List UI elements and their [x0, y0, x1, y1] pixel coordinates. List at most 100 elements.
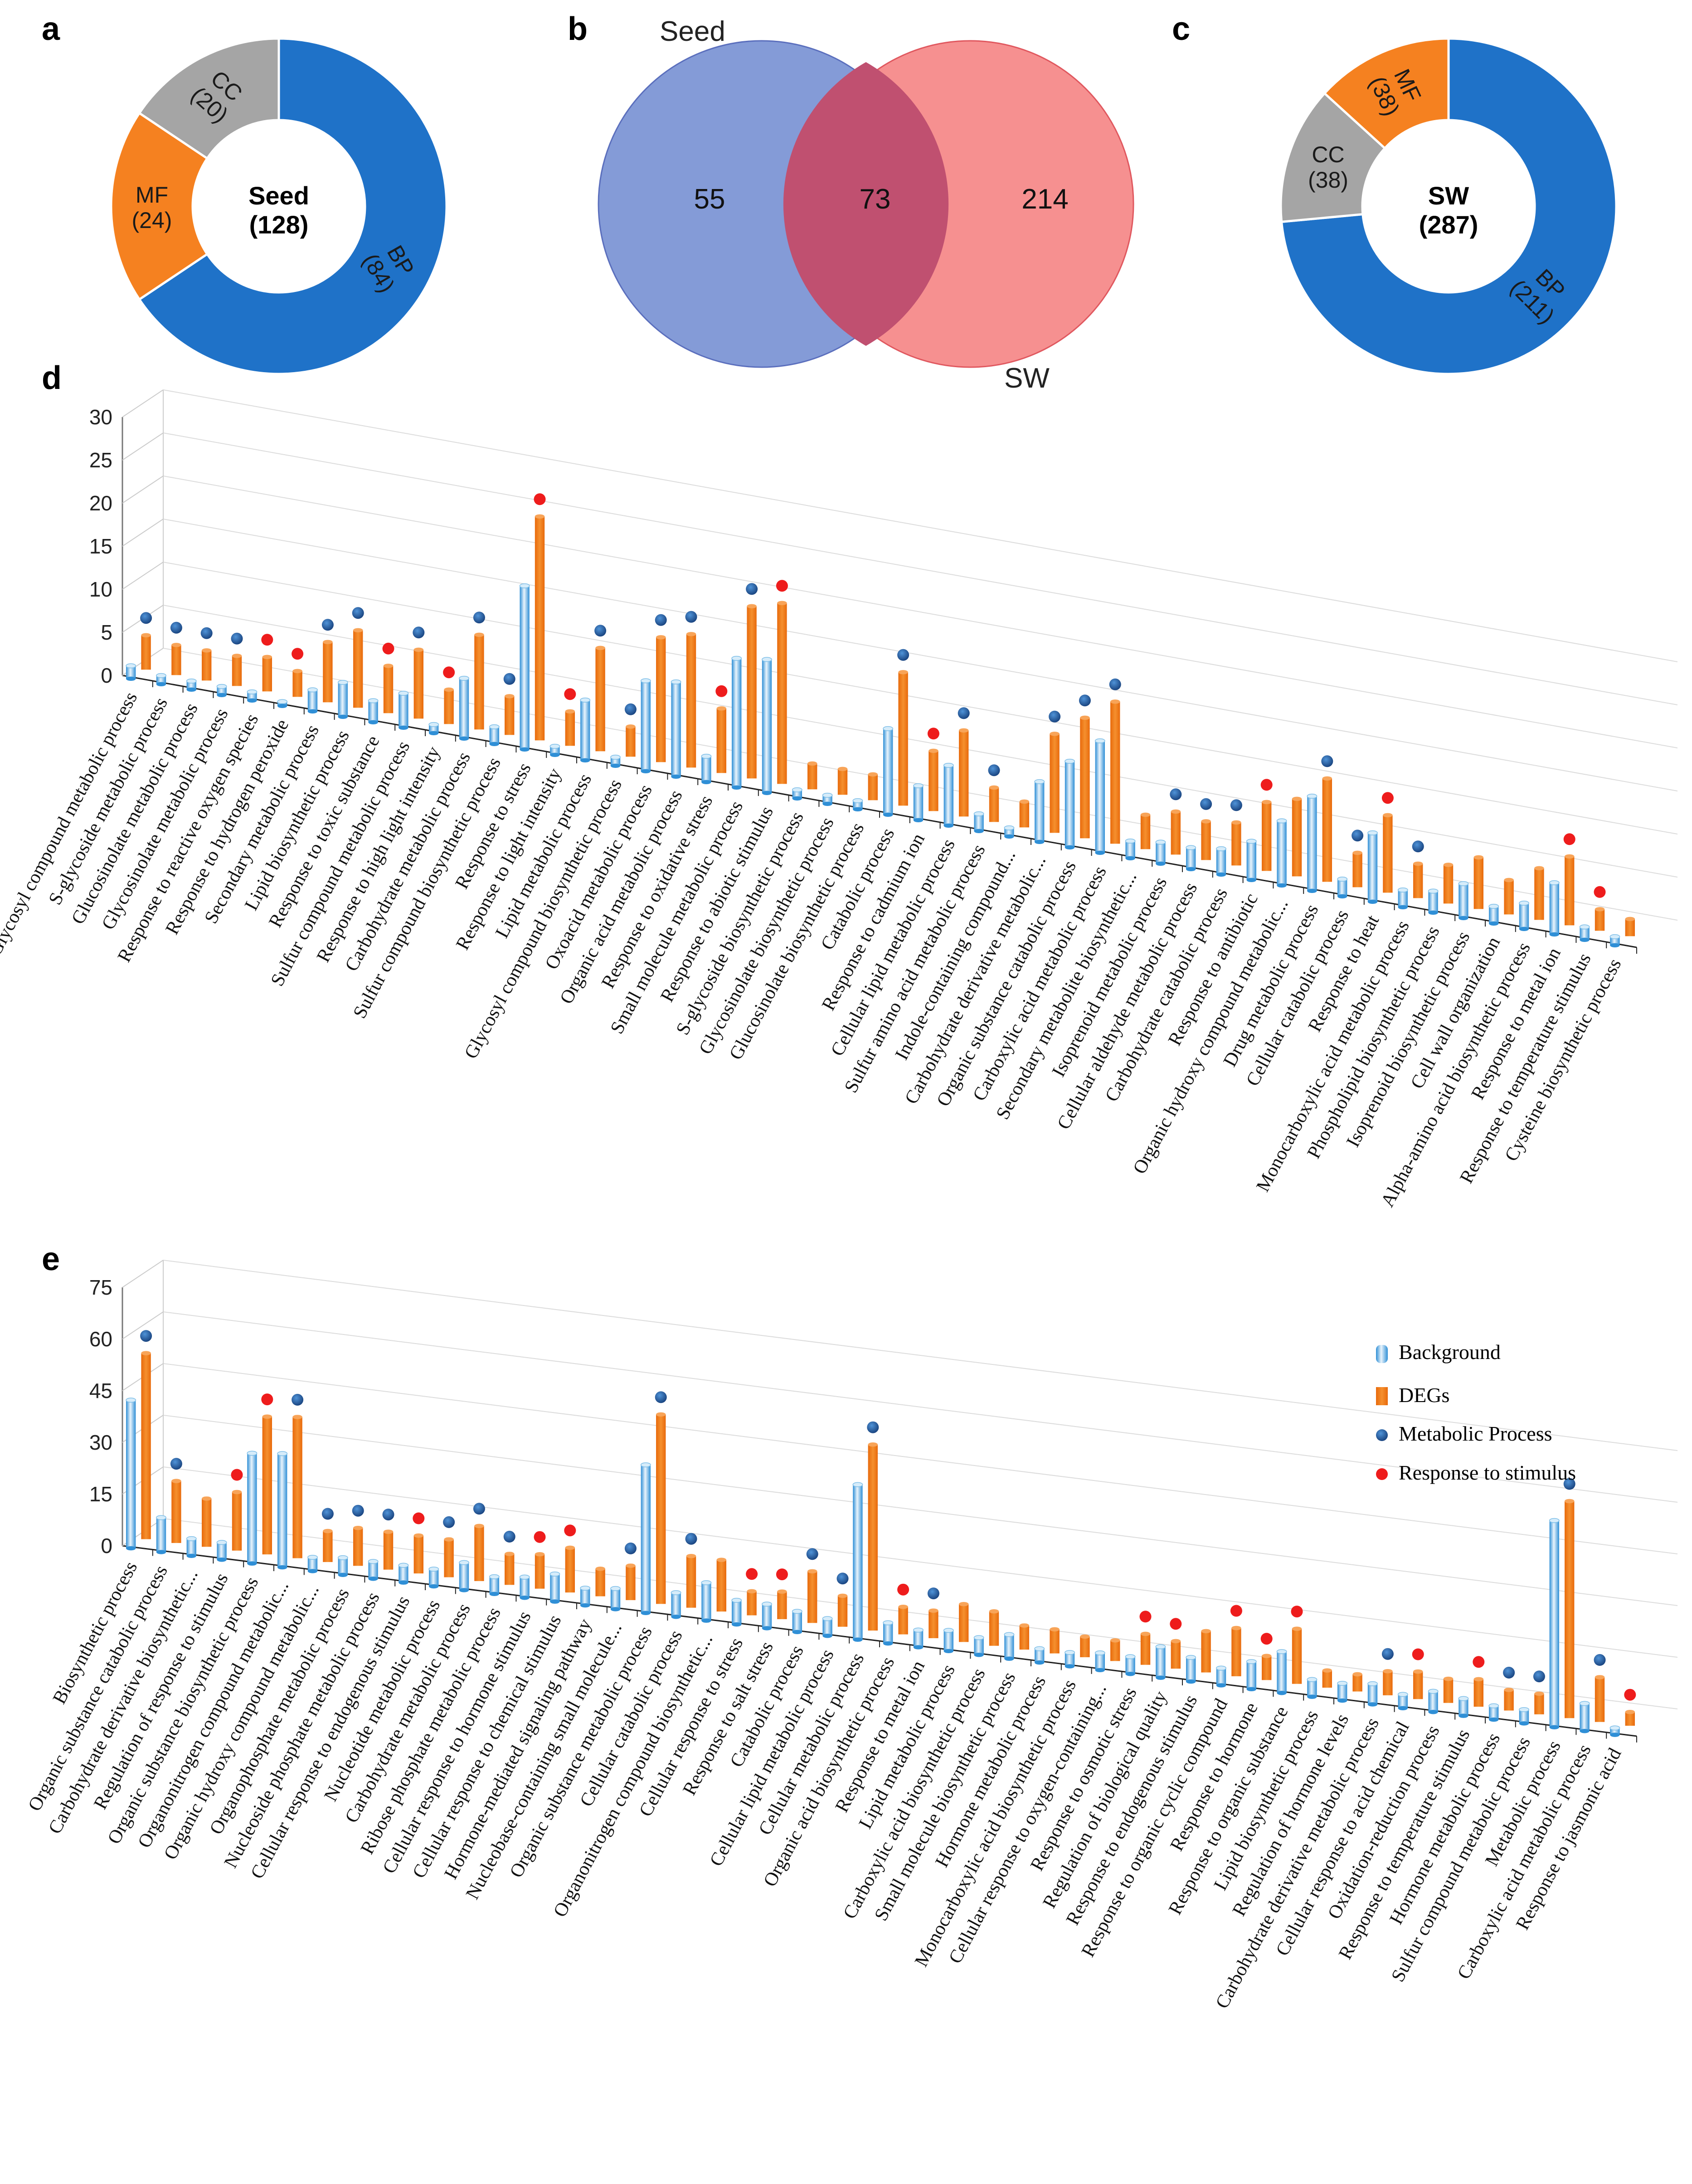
- legend-label-degs: DEGs: [1399, 1383, 1449, 1407]
- bar-background: [1125, 1656, 1135, 1674]
- bar-background-base: [550, 1599, 560, 1604]
- bar-degs-top: [1292, 796, 1302, 801]
- bar-background-base: [338, 714, 348, 719]
- bar-degs: [1504, 1689, 1514, 1711]
- bar-background-base: [822, 1634, 832, 1638]
- bar-degs: [989, 787, 999, 822]
- bar-background-top: [792, 1609, 802, 1614]
- bar-background: [307, 1557, 318, 1571]
- bar-degs-top: [413, 647, 423, 652]
- bar-background: [217, 1542, 227, 1560]
- bar-degs: [1231, 822, 1241, 866]
- marker-metabolic-process: [1200, 798, 1212, 810]
- bar-degs: [1352, 1674, 1362, 1692]
- bar-background-base: [1398, 1706, 1408, 1711]
- bar-degs-top: [1352, 850, 1362, 855]
- bar-degs: [868, 774, 878, 801]
- bar-background: [489, 727, 499, 744]
- bar-degs: [1322, 1670, 1332, 1688]
- bar-background: [1277, 820, 1287, 886]
- marker-metabolic-process: [806, 1548, 818, 1560]
- grid-line: [163, 389, 1678, 662]
- marker-response-to-stimulus: [534, 493, 546, 505]
- bar-degs-top: [929, 748, 938, 753]
- marker-metabolic-process: [140, 612, 152, 624]
- bar-background-base: [186, 1553, 196, 1558]
- venn-label-seed: Seed: [660, 16, 725, 47]
- venn-diagram: Seed SW 55 73 214: [598, 16, 1134, 394]
- bar-background-top: [822, 1616, 833, 1621]
- bar-degs-top: [1565, 1499, 1575, 1504]
- bar-background: [1065, 1652, 1075, 1666]
- marker-response-to-stimulus: [564, 1524, 576, 1537]
- marker-metabolic-process: [413, 626, 425, 639]
- bar-degs-top: [505, 694, 515, 699]
- bar-background-base: [1367, 899, 1378, 904]
- bar-background-base: [762, 1626, 772, 1631]
- bar-background-top: [883, 726, 894, 731]
- bar-background-top: [1609, 1725, 1620, 1731]
- bar-background-top: [1519, 900, 1529, 906]
- bar-background-base: [1610, 1733, 1620, 1737]
- bar-background-base: [1246, 878, 1256, 883]
- bar-background: [459, 1563, 469, 1590]
- marker-response-to-stimulus: [776, 580, 788, 592]
- bar-background: [762, 1604, 772, 1628]
- y-tick-label: 5: [101, 621, 112, 644]
- bar-degs-top: [1504, 1688, 1514, 1692]
- bar-background: [338, 1558, 348, 1575]
- marker-metabolic-process: [352, 607, 364, 619]
- bar-background: [1307, 1679, 1317, 1697]
- bar-degs: [716, 1560, 726, 1612]
- bar-background: [974, 814, 984, 831]
- bar-background-base: [974, 829, 984, 834]
- bar-background: [1277, 1651, 1287, 1693]
- bar-degs-top: [535, 1552, 545, 1557]
- bar-degs-top: [1262, 800, 1272, 804]
- bar-background-base: [580, 758, 590, 763]
- legend: Background DEGs Metabolic Process Respon…: [1376, 1340, 1576, 1484]
- bar-degs-top: [1473, 855, 1483, 859]
- donut-slice-bp: [1280, 37, 1618, 375]
- bar-background: [641, 1465, 651, 1613]
- marker-response-to-stimulus: [746, 1568, 758, 1580]
- donut-slice-bp: [137, 37, 448, 375]
- bar-background-top: [1579, 1701, 1590, 1706]
- bar-background-base: [822, 801, 832, 806]
- bar-background: [399, 693, 408, 728]
- marker-metabolic-process: [231, 632, 243, 645]
- bar-background-top: [337, 679, 348, 685]
- bar-background-base: [671, 1615, 681, 1619]
- bar-degs-top: [1534, 866, 1544, 870]
- marker-metabolic-process: [958, 707, 970, 719]
- bar-background: [550, 1574, 560, 1602]
- bar-degs-top: [232, 1490, 242, 1495]
- bar-degs-top: [1050, 1627, 1060, 1631]
- bar-degs: [535, 516, 545, 741]
- bar-degs: [1140, 1634, 1151, 1665]
- bar-degs: [1080, 1636, 1090, 1657]
- bar-background-top: [156, 1515, 166, 1520]
- bar-degs-top: [716, 706, 726, 711]
- bar-background-base: [1246, 1687, 1256, 1692]
- bar-background-top: [186, 678, 197, 684]
- marker-response-to-stimulus: [261, 1393, 273, 1406]
- bar-background: [732, 658, 742, 788]
- bar-degs: [1292, 1629, 1302, 1684]
- bar-degs: [1473, 857, 1483, 909]
- marker-response-to-stimulus: [413, 1512, 425, 1524]
- bar-degs: [1262, 1656, 1272, 1680]
- bar-degs-top: [141, 1351, 151, 1355]
- bar-degs-top: [959, 1602, 969, 1606]
- bar-background: [1428, 891, 1438, 913]
- bar-degs-top: [686, 1553, 696, 1558]
- marker-metabolic-process: [655, 1391, 667, 1403]
- bar-background-base: [853, 807, 863, 812]
- bar-degs-top: [989, 1609, 999, 1614]
- bar-degs-top: [898, 670, 908, 675]
- bar-degs: [959, 1604, 969, 1642]
- bar-degs: [1140, 815, 1151, 849]
- bar-background-base: [671, 774, 681, 779]
- bar-background: [943, 1630, 953, 1651]
- bar-degs: [1534, 868, 1544, 920]
